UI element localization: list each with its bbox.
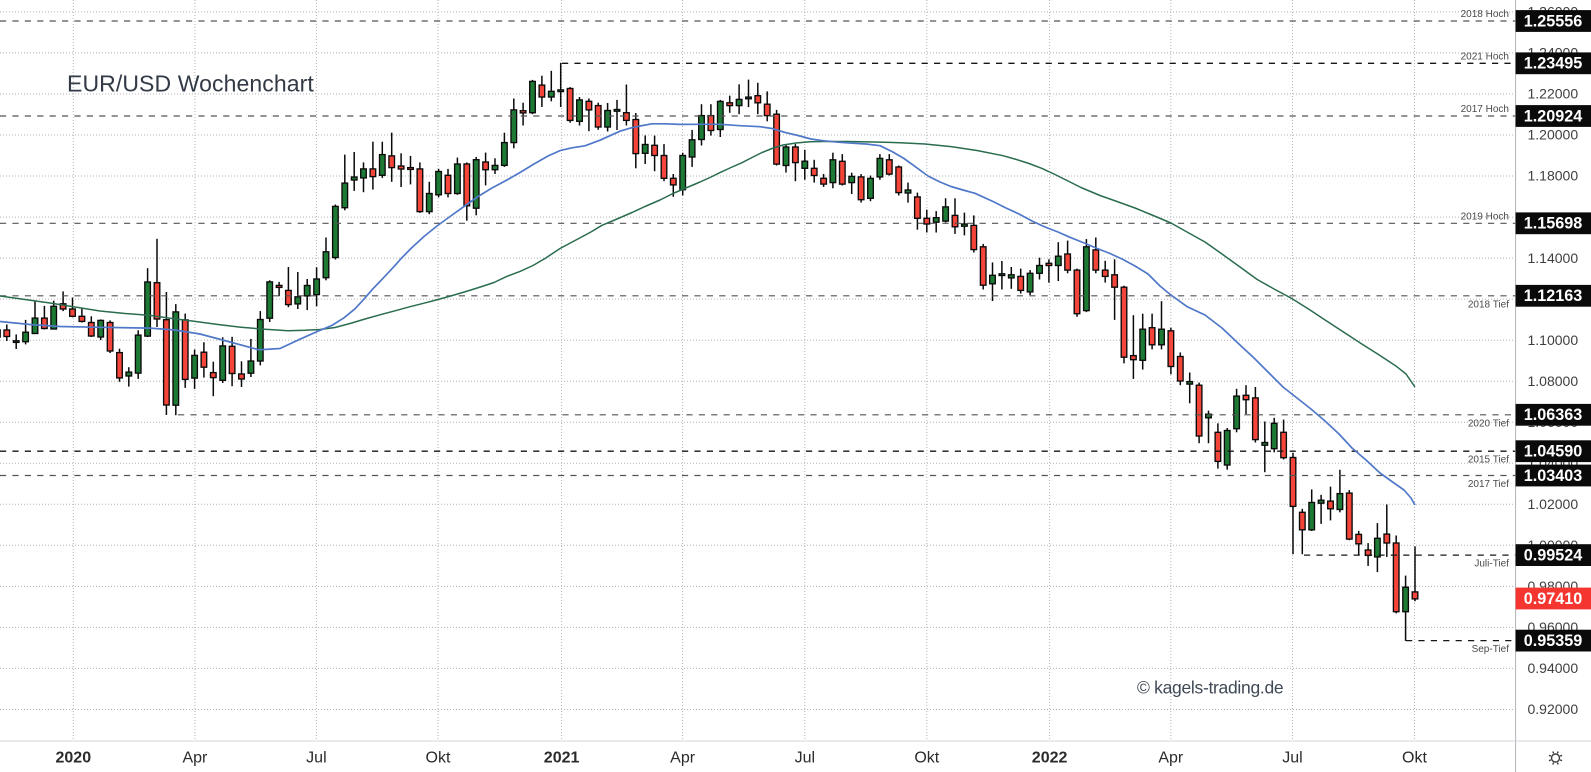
- svg-text:2020: 2020: [56, 750, 92, 767]
- svg-text:0.94000: 0.94000: [1528, 660, 1579, 676]
- svg-text:Apr: Apr: [670, 750, 696, 767]
- svg-text:1.23495: 1.23495: [1524, 55, 1583, 73]
- svg-text:1.14000: 1.14000: [1528, 250, 1579, 266]
- svg-text:2018 Hoch: 2018 Hoch: [1461, 9, 1509, 20]
- svg-text:Sep-Tief: Sep-Tief: [1472, 644, 1510, 655]
- svg-text:1.12163: 1.12163: [1524, 287, 1583, 305]
- svg-text:1.06363: 1.06363: [1524, 406, 1583, 424]
- svg-text:Okt: Okt: [914, 750, 939, 767]
- svg-text:Okt: Okt: [426, 750, 451, 767]
- svg-text:Juli-Tief: Juli-Tief: [1474, 559, 1509, 570]
- svg-text:Okt: Okt: [1402, 750, 1427, 767]
- svg-text:1.04590: 1.04590: [1524, 443, 1583, 461]
- svg-text:1.25556: 1.25556: [1524, 12, 1583, 30]
- svg-text:EUR/USD Wochenchart: EUR/USD Wochenchart: [67, 71, 314, 97]
- svg-text:Jul: Jul: [1282, 750, 1302, 767]
- svg-text:0.97410: 0.97410: [1524, 590, 1583, 608]
- svg-text:2018 Tief: 2018 Tief: [1468, 299, 1509, 310]
- svg-text:1.20924: 1.20924: [1524, 107, 1583, 125]
- svg-text:2017 Hoch: 2017 Hoch: [1461, 104, 1509, 115]
- svg-text:1.20000: 1.20000: [1528, 127, 1579, 143]
- svg-text:Jul: Jul: [795, 750, 815, 767]
- svg-text:2022: 2022: [1032, 750, 1068, 767]
- svg-text:0.99524: 0.99524: [1524, 547, 1583, 565]
- svg-text:1.15698: 1.15698: [1524, 215, 1583, 233]
- svg-text:1.18000: 1.18000: [1528, 168, 1579, 184]
- svg-text:0.92000: 0.92000: [1528, 701, 1579, 717]
- svg-text:1.22000: 1.22000: [1528, 86, 1579, 102]
- svg-text:1.10000: 1.10000: [1528, 332, 1579, 348]
- svg-text:1.02000: 1.02000: [1528, 496, 1579, 512]
- svg-text:2021 Hoch: 2021 Hoch: [1461, 51, 1509, 62]
- svg-text:2017 Tief: 2017 Tief: [1468, 479, 1509, 490]
- svg-text:Apr: Apr: [1158, 750, 1184, 767]
- svg-text:© kagels-trading.de: © kagels-trading.de: [1137, 678, 1283, 698]
- svg-text:2015 Tief: 2015 Tief: [1468, 455, 1509, 466]
- svg-text:Jul: Jul: [306, 750, 326, 767]
- svg-text:2021: 2021: [544, 750, 580, 767]
- svg-text:0.95359: 0.95359: [1524, 632, 1583, 650]
- svg-text:1.03403: 1.03403: [1524, 467, 1583, 485]
- svg-text:2020 Tief: 2020 Tief: [1468, 418, 1509, 429]
- svg-text:Apr: Apr: [182, 750, 208, 767]
- svg-text:1.08000: 1.08000: [1528, 373, 1579, 389]
- svg-text:2019 Hoch: 2019 Hoch: [1461, 211, 1509, 222]
